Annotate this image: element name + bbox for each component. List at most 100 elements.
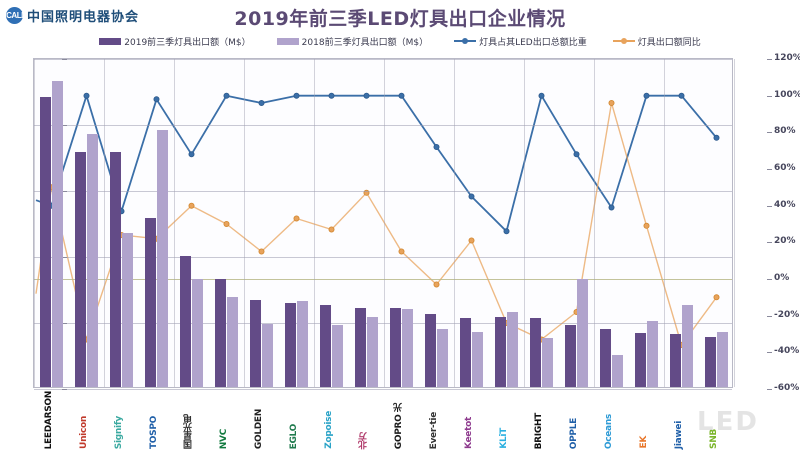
- bar-2018: [507, 311, 518, 387]
- bar-2018: [577, 278, 588, 387]
- gridline-vertical: [594, 59, 595, 387]
- gridline-vertical: [104, 59, 105, 387]
- legend-swatch-bar-2019: [99, 37, 122, 45]
- chart-header: CALI 中国照明电器协会 2019年前三季LED灯具出口企业情况: [0, 0, 800, 30]
- bar-2018: [647, 321, 658, 387]
- gridline-horizontal: [34, 59, 732, 60]
- gridline-vertical: [734, 59, 735, 387]
- bar-2019: [355, 307, 366, 387]
- bar-2018: [192, 278, 203, 387]
- bar-2019: [495, 317, 506, 387]
- marker-yoy: [258, 248, 265, 255]
- bar-2018: [122, 232, 133, 387]
- x-axis-label-2: Signify: [113, 415, 124, 449]
- bar-2019: [75, 152, 86, 387]
- bar-2019: [320, 305, 331, 387]
- legend-item-bar-2018: 2018前三季灯具出口额（M$）: [276, 35, 429, 48]
- y2-axis-tick-label: 100%: [774, 89, 800, 100]
- y2-axis-tick-label: 40%: [774, 199, 796, 210]
- plot-area: 050100150200250120%100%80%60%40%20%0%-20…: [33, 53, 800, 393]
- y2-axis-tick-label: 120%: [774, 53, 800, 63]
- marker-share: [363, 92, 370, 99]
- bar-2018: [402, 309, 413, 387]
- association-name: 中国照明电器协会: [27, 10, 140, 25]
- x-axis-labels: LEEDARSON Unicon Signify TOSPO 国星光电 NVC GOLDEN…: [33, 389, 733, 450]
- x-axis-label-15: OPPLE: [568, 417, 579, 449]
- association-logo: CALI 中国照明电器协会: [6, 6, 139, 25]
- marker-share: [258, 100, 265, 107]
- bar-2019: [635, 332, 646, 387]
- marker-yoy: [468, 237, 475, 244]
- legend-item-line-share: 灯具占其LED出口总额比重: [454, 35, 587, 48]
- gridline-vertical: [454, 59, 455, 387]
- bar-2018: [157, 129, 168, 387]
- line-yoy: [35, 102, 718, 346]
- marker-share: [188, 151, 195, 158]
- bar-2019: [215, 278, 226, 387]
- gridline-vertical: [524, 59, 525, 387]
- bar-2019: [285, 302, 296, 387]
- bar-2018: [332, 324, 343, 387]
- y-axis-tick-mark: [62, 257, 67, 258]
- marker-share: [293, 92, 300, 99]
- marker-yoy: [398, 248, 405, 255]
- y2-axis-tick-label: 20%: [774, 236, 796, 247]
- bar-2019: [180, 256, 191, 387]
- bar-2019: [670, 334, 681, 387]
- bar-2018: [297, 301, 308, 387]
- marker-yoy: [713, 294, 720, 301]
- marker-yoy: [188, 202, 195, 209]
- marker-share: [153, 96, 160, 103]
- marker-yoy: [643, 222, 650, 229]
- y2-axis-tick-label: 0%: [774, 273, 790, 283]
- x-axis-label-6: GOLDEN: [253, 408, 264, 449]
- y2-axis-tick-mark: [767, 169, 772, 170]
- bar-2019: [705, 336, 716, 387]
- legend-swatch-bar-2018: [276, 37, 299, 45]
- y-axis-tick-mark: [62, 389, 67, 390]
- x-axis-label-5: NVC: [218, 428, 229, 449]
- legend-marker-line-share: [454, 37, 477, 46]
- y2-axis-tick-mark: [767, 315, 772, 317]
- y2-axis-tick-mark: [767, 352, 772, 354]
- zero-reference-line: [34, 279, 732, 280]
- marker-share: [398, 92, 405, 99]
- y2-axis-tick-label: 60%: [774, 163, 796, 173]
- cali-logo-icon: CALI: [6, 7, 23, 24]
- y2-axis-tick-mark: [767, 95, 772, 97]
- marker-yoy: [433, 281, 440, 288]
- bar-2019: [565, 324, 576, 387]
- gridline-horizontal: [34, 389, 732, 390]
- page-title: 2019年前三季LED灯具出口企业情况: [234, 8, 566, 30]
- bar-2019: [600, 328, 611, 387]
- x-axis-label-4: 国星光电: [183, 414, 194, 449]
- x-axis-label-19: SNB: [708, 429, 719, 449]
- x-axis-label-14: BRIGHT: [533, 412, 544, 449]
- marker-share: [538, 92, 545, 99]
- bar-2018: [472, 331, 483, 387]
- marker-yoy: [223, 220, 230, 227]
- marker-yoy: [328, 226, 335, 233]
- x-axis-label-3: TOSPO: [148, 415, 159, 449]
- y2-axis-tick-mark: [767, 389, 772, 390]
- bar-2018: [437, 328, 448, 387]
- x-axis-label-7: EGLO: [288, 423, 299, 449]
- gridline-horizontal: [34, 125, 732, 126]
- gridline-vertical: [384, 59, 385, 387]
- gridline-vertical: [174, 59, 175, 387]
- gridline-horizontal: [34, 191, 732, 192]
- bar-2019: [460, 318, 471, 387]
- bar-2018: [87, 133, 98, 387]
- chart-legend: 2019前三季灯具出口额（M$） 2018前三季灯具出口额（M$） 灯具占其LE…: [0, 33, 800, 49]
- gridline-vertical: [34, 59, 35, 387]
- x-axis-label-9: 北方: [358, 431, 369, 449]
- marker-share: [608, 204, 615, 211]
- x-axis-label-13: KLiT: [498, 428, 509, 449]
- y2-axis-tick-label: 80%: [774, 126, 796, 137]
- x-axis-label-11: Ever-tie: [428, 411, 439, 449]
- legend-item-bar-2019: 2019前三季灯具出口额（M$）: [99, 35, 251, 48]
- marker-share: [643, 92, 650, 99]
- legend-label-bar-2018: 2018前三季灯具出口额（M$）: [301, 37, 429, 48]
- y2-axis-tick-mark: [767, 59, 772, 60]
